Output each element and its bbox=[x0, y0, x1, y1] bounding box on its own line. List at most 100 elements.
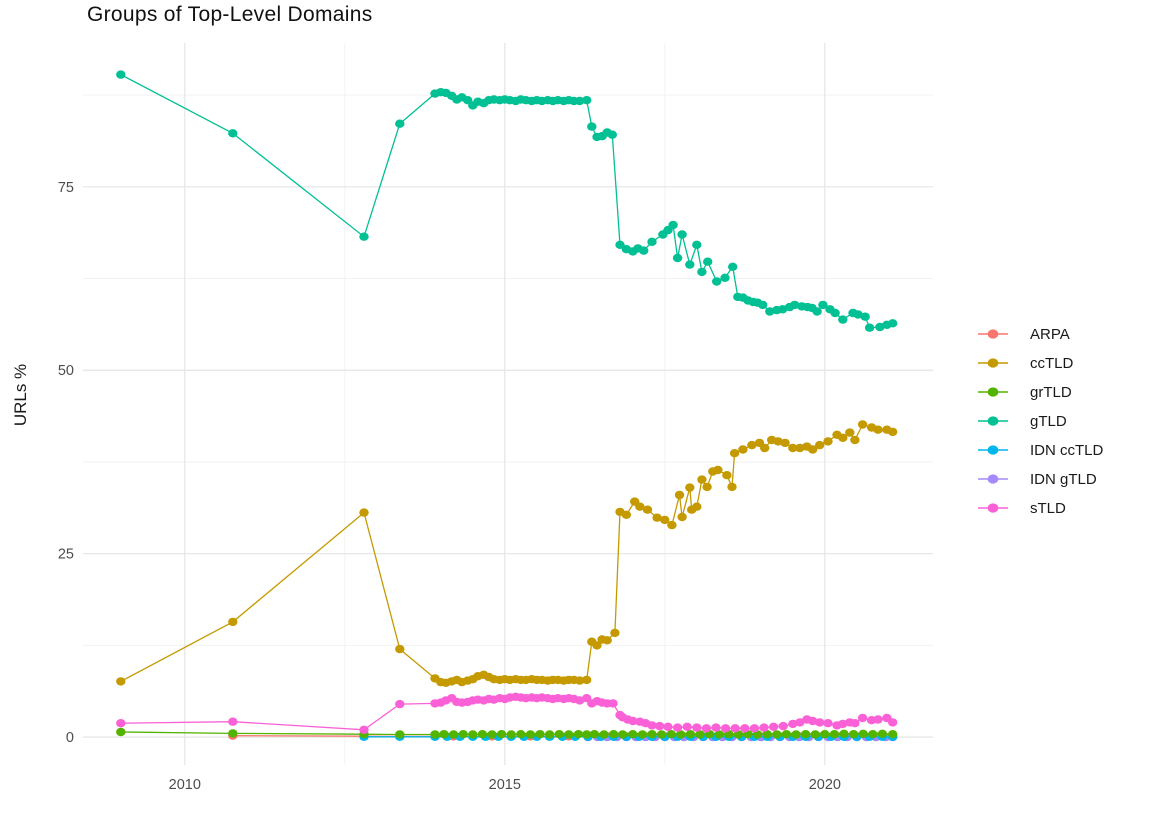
data-point bbox=[610, 628, 620, 638]
data-point bbox=[727, 482, 737, 492]
data-point bbox=[838, 315, 848, 324]
data-point bbox=[592, 641, 602, 650]
data-point bbox=[815, 718, 825, 727]
data-point bbox=[228, 717, 238, 726]
data-point bbox=[655, 721, 665, 731]
data-point bbox=[637, 730, 648, 739]
data-point bbox=[765, 307, 775, 316]
legend-item-label: sTLD bbox=[1030, 500, 1066, 517]
data-point bbox=[795, 718, 805, 727]
data-point bbox=[544, 730, 555, 739]
legend-key-point bbox=[987, 416, 999, 426]
data-point bbox=[685, 260, 695, 269]
data-point bbox=[607, 130, 617, 139]
data-point bbox=[738, 445, 748, 454]
data-point bbox=[711, 723, 721, 732]
data-point bbox=[116, 719, 126, 728]
data-point bbox=[359, 232, 369, 241]
series-line bbox=[120, 74, 893, 329]
data-point bbox=[788, 443, 798, 453]
data-point bbox=[697, 267, 707, 277]
series-gTLD bbox=[116, 70, 898, 332]
data-point bbox=[702, 482, 712, 492]
legend-item-label: grTLD bbox=[1030, 384, 1072, 401]
data-point bbox=[496, 730, 507, 739]
data-point bbox=[701, 724, 712, 733]
data-point bbox=[722, 471, 732, 480]
data-point bbox=[695, 730, 705, 739]
data-point bbox=[858, 729, 868, 738]
data-point bbox=[829, 730, 840, 739]
data-point bbox=[660, 515, 670, 525]
data-point bbox=[228, 729, 238, 738]
data-point bbox=[672, 253, 683, 263]
data-point bbox=[608, 730, 619, 739]
data-point bbox=[656, 730, 667, 739]
data-point bbox=[599, 730, 609, 739]
x-axis-tick-label: 2020 bbox=[809, 777, 841, 793]
legend-item-label: IDN ccTLD bbox=[1030, 442, 1104, 459]
data-point bbox=[692, 723, 702, 732]
data-point bbox=[639, 246, 649, 255]
y-axis-tick-label: 25 bbox=[58, 547, 74, 563]
data-point bbox=[790, 300, 800, 310]
data-point bbox=[692, 240, 702, 249]
data-point bbox=[573, 730, 584, 739]
data-point bbox=[395, 730, 405, 739]
legend-item-label: ccTLD bbox=[1030, 355, 1074, 372]
data-point bbox=[791, 730, 801, 739]
data-point bbox=[674, 490, 685, 500]
data-point bbox=[788, 719, 798, 729]
data-point bbox=[525, 730, 536, 739]
data-point bbox=[720, 273, 730, 282]
data-point bbox=[116, 70, 126, 79]
y-axis-tick-label: 50 bbox=[58, 363, 74, 379]
data-point bbox=[668, 220, 678, 230]
legend-item-IDN ccTLD: IDN ccTLD bbox=[978, 442, 1104, 459]
legend-item-gTLD: gTLD bbox=[978, 413, 1067, 430]
data-point bbox=[888, 718, 898, 727]
legend-item-sTLD: sTLD bbox=[978, 500, 1066, 517]
data-point bbox=[714, 730, 724, 739]
data-point bbox=[780, 438, 790, 448]
y-axis-tick-label: 0 bbox=[66, 730, 74, 746]
data-point bbox=[729, 449, 740, 458]
legend-key-point bbox=[987, 329, 999, 339]
data-point bbox=[647, 730, 657, 739]
data-point bbox=[682, 722, 692, 731]
data-point bbox=[685, 730, 696, 739]
data-point bbox=[808, 716, 818, 726]
data-point bbox=[749, 724, 760, 733]
legend-item-ccTLD: ccTLD bbox=[978, 355, 1074, 372]
data-point bbox=[487, 730, 497, 739]
data-point bbox=[728, 262, 738, 271]
data-point bbox=[864, 323, 875, 332]
data-point bbox=[838, 433, 848, 442]
data-point bbox=[848, 730, 859, 739]
data-point bbox=[458, 730, 468, 739]
data-point bbox=[768, 722, 779, 731]
data-point bbox=[615, 240, 625, 249]
data-point bbox=[582, 675, 592, 685]
data-point bbox=[820, 730, 830, 739]
data-point bbox=[730, 724, 740, 733]
legend: ARPA ccTLD grTLD gTLD IDN ccTLD IDN gTLD sTLD bbox=[978, 326, 1104, 517]
data-point bbox=[713, 465, 723, 475]
data-point bbox=[877, 729, 888, 738]
data-point bbox=[772, 730, 782, 739]
data-point bbox=[857, 420, 868, 429]
data-point bbox=[516, 730, 526, 739]
data-point bbox=[781, 730, 792, 739]
legend-key-point bbox=[987, 358, 999, 368]
data-point bbox=[635, 502, 645, 511]
data-point bbox=[477, 730, 488, 739]
data-point bbox=[860, 312, 870, 321]
data-point bbox=[685, 483, 695, 492]
data-point bbox=[228, 617, 238, 627]
data-point bbox=[395, 119, 405, 128]
data-point bbox=[116, 727, 126, 737]
data-point bbox=[873, 715, 883, 724]
legend-item-grTLD: grTLD bbox=[978, 384, 1072, 401]
data-point bbox=[697, 475, 707, 484]
